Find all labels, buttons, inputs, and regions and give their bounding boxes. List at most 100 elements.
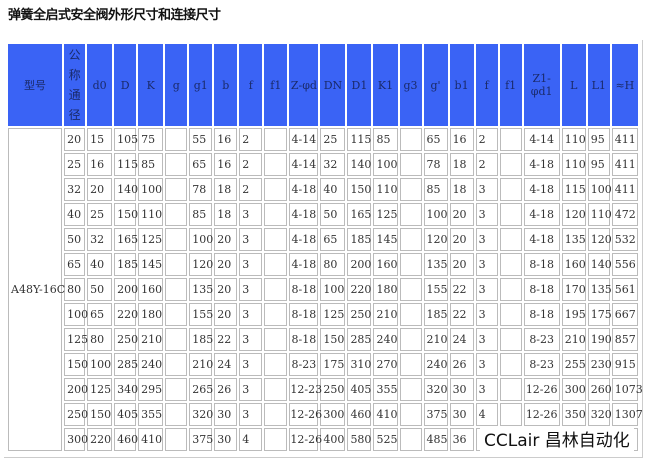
model-cell: A48Y-16C <box>8 128 65 451</box>
table-cell: 220 <box>347 278 372 301</box>
table-cell: 300 <box>64 428 88 451</box>
table-cell: 110 <box>138 203 164 226</box>
table-cell: 350 <box>561 403 586 426</box>
column-header: g3 <box>399 44 422 126</box>
table-cell: 210 <box>561 328 586 351</box>
table-cell: 3 <box>239 228 263 251</box>
table-cell <box>264 178 288 201</box>
table-cell: 3 <box>239 253 263 276</box>
table-cell: 180 <box>138 303 164 326</box>
column-header: f <box>475 44 498 126</box>
table-cell <box>399 253 422 276</box>
table-cell <box>399 203 422 226</box>
table-cell: 32 <box>320 153 346 176</box>
column-header: g <box>165 44 188 126</box>
table-cell: 25 <box>87 203 113 226</box>
column-header: g1 <box>189 44 213 126</box>
table-cell: 3 <box>475 303 498 326</box>
table-row: 32 20 140 100 78 18 2 4-18 40 150 110 85 18 3 4-18 115 1… <box>8 178 638 201</box>
table-cell: 240 <box>138 353 164 376</box>
table-cell <box>165 378 188 401</box>
table-cell: 30 <box>214 403 238 426</box>
table-cell: 155 <box>189 303 213 326</box>
table-cell: 4-14 <box>289 153 319 176</box>
table-cell: 125 <box>373 203 398 226</box>
table-cell: 2 <box>475 128 498 151</box>
table-cell: 30 <box>214 428 238 451</box>
table-cell: 8-23 <box>289 353 319 376</box>
table-cell: 65 <box>320 228 346 251</box>
table-cell: 40 <box>64 203 86 226</box>
table-cell: 115 <box>347 128 372 151</box>
table-cell: 3 <box>475 278 498 301</box>
column-header: f1 <box>264 44 288 126</box>
table-cell: 2 <box>239 178 263 201</box>
table-cell: 145 <box>373 228 398 251</box>
table-cell: 320 <box>587 403 612 426</box>
column-header: DN <box>320 44 346 126</box>
table-cell: 18 <box>214 178 238 201</box>
table-cell: 16 <box>87 153 113 176</box>
table-cell: 12-26 <box>523 403 560 426</box>
table-cell: 4-18 <box>523 203 560 226</box>
table-cell: 255 <box>561 353 586 376</box>
table-row: 250 150 405 355 320 30 3 12-26 300 460 410 375 30 4 12… <box>8 403 643 426</box>
table-row: 150 100 285 240 210 24 3 8-23 175 310 270 240 26 3 8-2… <box>8 353 638 376</box>
table-cell: 65 <box>423 128 448 151</box>
table-cell: 8-23 <box>523 328 560 351</box>
table-cell: 220 <box>87 428 113 451</box>
table-cell: 18 <box>449 178 474 201</box>
table-row: 300 220 460 410 375 30 4 12-26 400 580 525 485 36 <box>8 428 638 451</box>
table-cell: 8-18 <box>523 253 560 276</box>
table-cell: 165 <box>347 203 372 226</box>
table-cell: 115 <box>114 153 138 176</box>
table-cell: 32 <box>87 228 113 251</box>
table-cell: 12-23 <box>289 378 322 401</box>
table-row: 80 50 200 160 135 20 3 8-18 100 220 180 155 22 3 8-18 1… <box>8 278 638 301</box>
table-cell <box>264 303 288 326</box>
table-cell: 15 <box>87 128 113 151</box>
table-cell: 20 <box>214 228 238 251</box>
table-cell: 16 <box>214 128 238 151</box>
table-cell <box>165 353 188 376</box>
table-cell: 2 <box>239 153 263 176</box>
table-cell: 210 <box>373 303 398 326</box>
table-cell: 375 <box>423 403 448 426</box>
table-cell: 85 <box>423 178 448 201</box>
table-cell <box>499 328 522 351</box>
table-cell: 355 <box>373 378 398 401</box>
table-cell <box>399 303 422 326</box>
table-cell: 340 <box>114 378 138 401</box>
table-cell: 4-18 <box>289 228 319 251</box>
table-cell: 4-18 <box>523 178 560 201</box>
table-cell: 100 <box>373 153 398 176</box>
table-cell: 20 <box>64 128 86 151</box>
table-cell: 185 <box>189 328 213 351</box>
table-cell <box>165 278 188 301</box>
table-cell: 20 <box>449 203 474 226</box>
table-cell: 3 <box>475 353 498 376</box>
table-cell: 135 <box>423 253 448 276</box>
table-cell: 8-18 <box>289 303 319 326</box>
table-cell: 200 <box>114 278 138 301</box>
table-cell: 170 <box>561 278 586 301</box>
column-header: K1 <box>373 44 398 126</box>
table-cell: 18 <box>214 203 238 226</box>
table-cell: 50 <box>87 278 113 301</box>
table-cell: 556 <box>611 253 638 276</box>
table-cell: 150 <box>320 328 346 351</box>
table-cell <box>499 253 522 276</box>
table-cell: 285 <box>347 328 372 351</box>
column-header: g' <box>423 44 448 126</box>
table-cell: 20 <box>449 253 474 276</box>
table-cell: 85 <box>373 128 398 151</box>
table-cell: 411 <box>611 178 638 201</box>
table-cell: 265 <box>189 378 213 401</box>
table-cell: 230 <box>587 353 612 376</box>
table-cell: 175 <box>587 303 612 326</box>
table-cell: 160 <box>561 253 586 276</box>
table-cell: 270 <box>373 353 398 376</box>
table-cell <box>264 203 288 226</box>
column-header: D1 <box>347 44 372 126</box>
table-cell: 2 <box>475 153 498 176</box>
